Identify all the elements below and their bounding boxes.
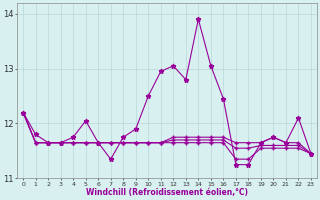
X-axis label: Windchill (Refroidissement éolien,°C): Windchill (Refroidissement éolien,°C) [86, 188, 248, 197]
